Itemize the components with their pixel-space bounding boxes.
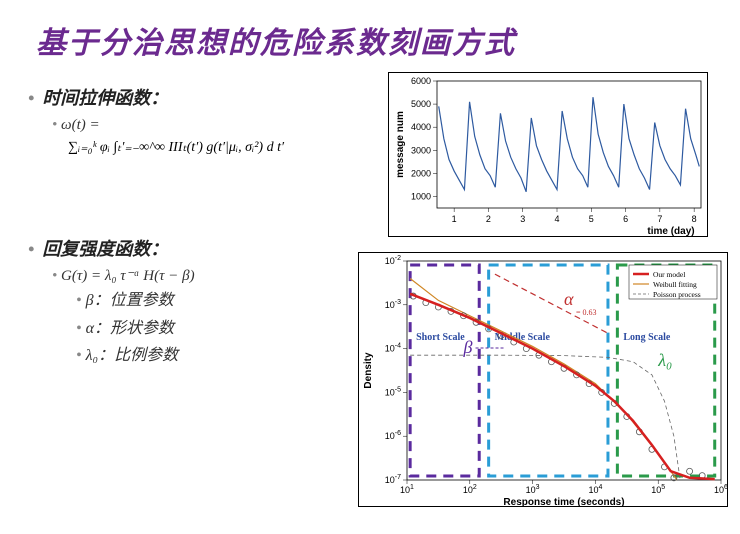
svg-text:10-6: 10-6 <box>385 430 401 441</box>
svg-text:10-5: 10-5 <box>385 386 401 397</box>
section1-formula-head: ω(t) = <box>52 114 368 137</box>
section1-heading: 时间拉伸函数： <box>28 84 368 110</box>
svg-text:Short Scale: Short Scale <box>416 332 465 343</box>
content-area: 时间拉伸函数： ω(t) = ∑ᵢ₌₀ᵏ φᵢ ∫ₜ′₌₋∞^∞ IIIₜ(t′… <box>0 72 740 512</box>
svg-text:message num: message num <box>395 111 406 178</box>
svg-text:Response time (seconds): Response time (seconds) <box>503 497 624 507</box>
section1-formula-body: ∑ᵢ₌₀ᵏ φᵢ ∫ₜ′₌₋∞^∞ IIIₜ(t′) g(t′|μᵢ, σᵢ²)… <box>68 137 368 159</box>
svg-text:time (day): time (day) <box>647 226 694 237</box>
svg-text:106: 106 <box>714 484 728 495</box>
svg-text:Our model: Our model <box>653 270 685 279</box>
svg-text:Weibull fitting: Weibull fitting <box>653 280 697 289</box>
right-column: 1000 2000 3000 4000 5000 6000 1 2 3 4 5 6 7 8 message … <box>368 72 728 512</box>
param-list: β：位置参数α：形状参数λ₀：比例参数 <box>28 287 368 369</box>
svg-text:5000: 5000 <box>411 99 431 109</box>
svg-text:6000: 6000 <box>411 76 431 86</box>
svg-text:λ₀: λ₀ <box>657 350 672 370</box>
svg-text:Density: Density <box>363 352 374 389</box>
svg-text:3: 3 <box>520 214 525 224</box>
slide-title: 基于分治思想的危险系数刻画方式 <box>0 0 740 72</box>
svg-text:5: 5 <box>589 214 594 224</box>
chart-message-num: 1000 2000 3000 4000 5000 6000 1 2 3 4 5 6 7 8 message … <box>388 72 708 237</box>
svg-text:10-2: 10-2 <box>385 255 401 266</box>
svg-text:β: β <box>463 337 473 357</box>
svg-text:1000: 1000 <box>411 191 431 201</box>
param-item: β：位置参数 <box>76 287 368 314</box>
param-item: λ₀：比例参数 <box>76 342 368 369</box>
section2-heading: 回复强度函数： <box>28 235 368 261</box>
svg-text:101: 101 <box>400 484 414 495</box>
svg-text:= 0.63: = 0.63 <box>576 308 597 317</box>
svg-text:10-4: 10-4 <box>385 343 401 354</box>
svg-text:105: 105 <box>651 484 665 495</box>
svg-text:102: 102 <box>463 484 477 495</box>
chart-density: 101 102 103 104 105 106 10-7 10-6 10-5 10-4 10-3 10… <box>358 252 728 507</box>
svg-text:Long Scale: Long Scale <box>623 332 671 343</box>
svg-text:2000: 2000 <box>411 168 431 178</box>
svg-text:Poisson process: Poisson process <box>653 290 701 299</box>
svg-text:6: 6 <box>623 214 628 224</box>
svg-text:7: 7 <box>657 214 662 224</box>
svg-text:α: α <box>564 289 574 309</box>
svg-text:10-3: 10-3 <box>385 299 401 310</box>
svg-text:4000: 4000 <box>411 122 431 132</box>
svg-text:1: 1 <box>452 214 457 224</box>
section2-formula: G(τ) = λ₀ τ⁻ᵅ H(τ − β) <box>52 265 368 288</box>
param-item: α：形状参数 <box>76 315 368 342</box>
left-column: 时间拉伸函数： ω(t) = ∑ᵢ₌₀ᵏ φᵢ ∫ₜ′₌₋∞^∞ IIIₜ(t′… <box>28 72 368 512</box>
svg-text:103: 103 <box>526 484 540 495</box>
svg-text:10-7: 10-7 <box>385 474 401 485</box>
svg-text:3000: 3000 <box>411 145 431 155</box>
svg-text:2: 2 <box>486 214 491 224</box>
svg-text:104: 104 <box>588 484 602 495</box>
svg-text:8: 8 <box>692 214 697 224</box>
svg-text:4: 4 <box>554 214 559 224</box>
